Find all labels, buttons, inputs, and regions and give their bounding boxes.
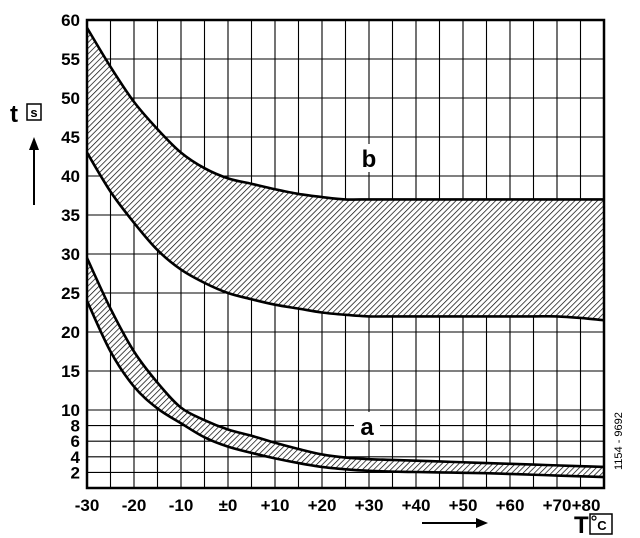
reference-code: 1154 - 9692 — [613, 412, 625, 470]
x-axis-arrow-head — [476, 518, 488, 528]
y-tick-label: 30 — [61, 245, 80, 264]
band-b-area — [87, 27, 604, 321]
x-tick-label: +40 — [402, 496, 431, 515]
band-b-upper-line — [85, 27, 604, 201]
band-label-b-bg — [356, 144, 382, 172]
x-tick-label: +60 — [496, 496, 525, 515]
y-tick-label: 60 — [61, 11, 80, 30]
band-a-lower-line — [85, 300, 605, 479]
y-tick-label: 45 — [61, 128, 80, 147]
y-tick-label: 8 — [71, 417, 80, 436]
band-a-upper-line — [85, 257, 605, 469]
x-tick-label: +70 — [543, 496, 572, 515]
x-tick-label: +10 — [261, 496, 290, 515]
y-tick-label: 15 — [61, 362, 80, 381]
y-tick-label: 4 — [71, 448, 81, 467]
y-unit-box — [26, 103, 42, 121]
x-tick-label: +30 — [355, 496, 384, 515]
y-axis-arrow-head — [29, 137, 39, 150]
bands — [85, 27, 605, 479]
y-axis-symbol: t — [10, 101, 18, 128]
y-tick-label: 55 — [61, 50, 80, 69]
y-tick-label: 2 — [71, 463, 80, 482]
y-tick-label: 50 — [61, 89, 80, 108]
x-tick-label: +50 — [449, 496, 478, 515]
band-label-a: a — [360, 414, 374, 441]
band-label-b: b — [362, 146, 377, 173]
x-unit-box — [589, 513, 613, 535]
band-b-lower-line — [85, 151, 605, 322]
y-tick-label: 6 — [71, 432, 80, 451]
band-label-a-group: a — [354, 412, 380, 441]
band-label-a-bg — [354, 412, 380, 440]
x-axis-label: T C — [422, 512, 613, 538]
x-tick-label: ±0 — [219, 496, 238, 515]
y-tick-label: 20 — [61, 323, 80, 342]
x-tick-label: -30 — [75, 496, 100, 515]
x-tick-labels: -30 -20 -10 ±0 +10 +20 +30 +40 +50 +60 +70 +80 — [75, 496, 601, 515]
y-tick-label: 35 — [61, 206, 80, 225]
x-tick-label: -10 — [169, 496, 194, 515]
x-tick-label: +20 — [308, 496, 337, 515]
y-tick-label: 25 — [61, 284, 80, 303]
y-axis-unit: s — [30, 105, 37, 120]
x-tick-label: -20 — [122, 496, 147, 515]
y-axis-label: t s — [10, 101, 42, 205]
band-label-b-group: b — [356, 144, 382, 173]
degree-symbol — [591, 515, 597, 521]
x-axis-symbol: T — [574, 512, 589, 538]
x-axis-unit: C — [597, 518, 607, 533]
y-tick-label: 40 — [61, 167, 80, 186]
y-tick-label: 10 — [61, 401, 80, 420]
plot-frame — [85, 18, 606, 490]
x-tick-label: +80 — [572, 496, 601, 515]
